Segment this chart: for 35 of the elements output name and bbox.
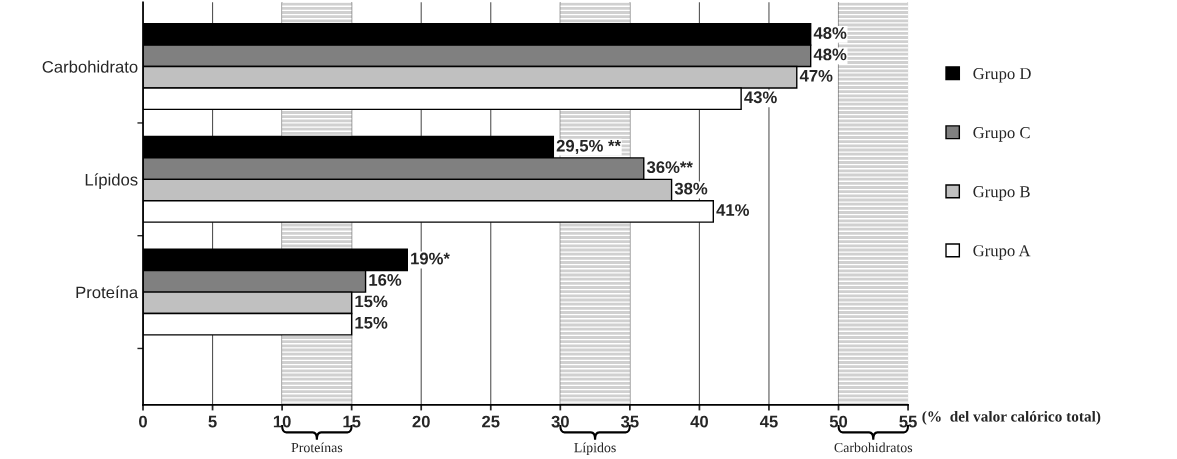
x-tick-label: 30 <box>551 415 569 428</box>
band-label: Carbohidratos <box>834 442 913 453</box>
x-tick-label: 55 <box>899 415 917 428</box>
data-label: 41% <box>716 204 750 216</box>
x-tick-label: 25 <box>482 415 500 428</box>
legend-label: Grupo A <box>973 245 1031 260</box>
x-tick-label: 15 <box>343 415 361 428</box>
x-tick-label: 35 <box>620 415 639 428</box>
x-tick-label: 0 <box>139 415 147 428</box>
band-label: Proteínas <box>291 442 343 453</box>
data-label: 47% <box>799 69 833 82</box>
x-tick-label: 10 <box>273 415 291 428</box>
data-label: 48% <box>813 27 847 39</box>
x-tick-label: 50 <box>829 415 848 428</box>
x-tick-label: 40 <box>690 415 708 428</box>
data-label: 16% <box>369 274 402 286</box>
x-tick-label: 5 <box>208 415 217 428</box>
legend-label: Grupo C <box>973 127 1030 142</box>
data-label: 43% <box>744 91 777 104</box>
data-label: 38% <box>674 182 708 195</box>
data-label: 29,5% ** <box>556 139 621 155</box>
x-tick-label: 20 <box>412 415 430 428</box>
data-label: 36%** <box>646 161 693 174</box>
y-tick-label: Carbohidrato <box>42 60 138 73</box>
data-label: 48% <box>813 48 847 61</box>
band-label: Lípidos <box>574 442 616 456</box>
legend-label: Grupo D <box>973 68 1031 83</box>
y-tick-label: Proteína <box>76 285 139 299</box>
data-label: 15% <box>355 295 388 308</box>
x-axis-title: (% del valor calórico total) <box>922 410 1101 425</box>
y-tick-label: Lípidos <box>85 173 138 189</box>
data-label: 19%* <box>411 252 450 265</box>
x-tick-label: 45 <box>759 415 778 428</box>
legend-label: Grupo B <box>973 186 1030 201</box>
data-label: 15% <box>355 316 388 329</box>
